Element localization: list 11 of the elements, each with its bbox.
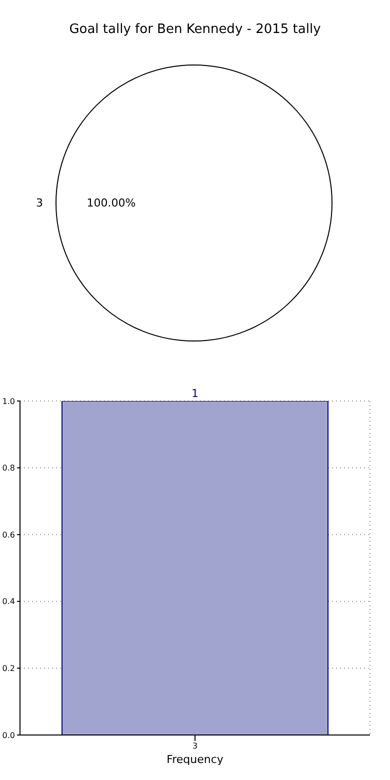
y-tick-label: 0.0 (2, 730, 15, 740)
y-tick-label: 0.4 (2, 597, 15, 606)
y-tick-label: 0.6 (2, 530, 15, 540)
y-tick-label: 1.0 (2, 396, 15, 406)
data-label: 1 (192, 387, 198, 400)
y-tick-label: 0.2 (2, 664, 15, 674)
chart-title: Goal tally for Ben Kennedy - 2015 tally (68, 22, 322, 37)
data-label: 100.00% (86, 196, 136, 210)
y-tick-label: 0.8 (2, 464, 15, 473)
slice-label: 3 (36, 196, 43, 210)
x-axis-title: Frequency (166, 753, 224, 766)
